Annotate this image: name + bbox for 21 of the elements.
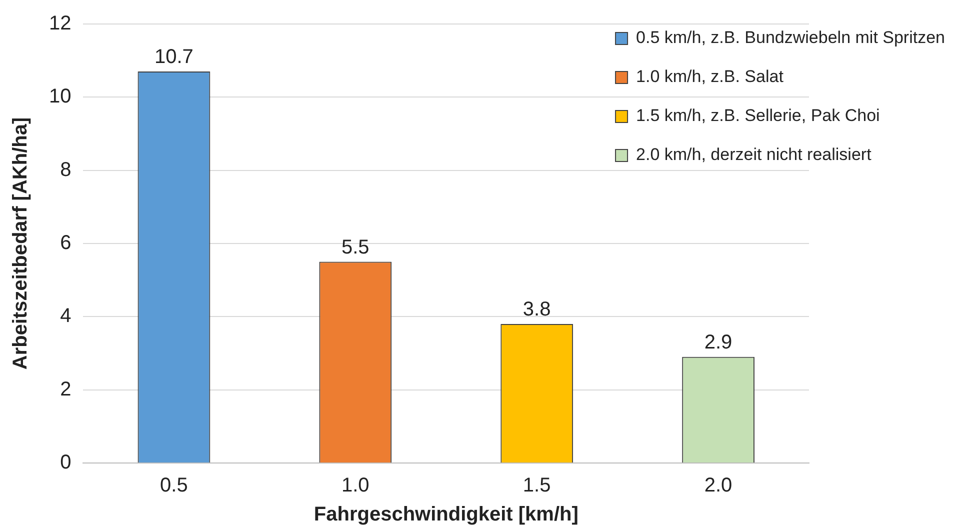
- x-tick-label: 1.0: [342, 474, 370, 497]
- x-tick-label: 1.5: [522, 474, 551, 497]
- data-label: 2.9: [704, 331, 732, 354]
- legend-label: 1.0 km/h, z.B. Salat: [636, 67, 784, 86]
- x-tick-label: 0.5: [160, 474, 188, 497]
- data-label: 10.7: [154, 46, 194, 68]
- x-tick-label: 2.0: [704, 474, 732, 497]
- data-label: 5.5: [342, 236, 370, 258]
- y-tick-label: 10: [48, 86, 72, 108]
- legend-label: 0.5 km/h, z.B. Bundzwiebeln mit Spritzen: [636, 28, 946, 48]
- y-tick-label: 0: [60, 452, 72, 474]
- data-label: 3.8: [522, 298, 551, 320]
- y-tick-label: 6: [60, 232, 72, 254]
- legend-label: 1.5 km/h, z.B. Sellerie, Pak Choi: [636, 106, 880, 126]
- y-tick-label: 4: [60, 305, 72, 328]
- y-tick-label: 12: [48, 12, 72, 35]
- x-axis-title: Fahrgeschwindigkeit [km/h]: [314, 504, 578, 526]
- legend-label: 2.0 km/h, derzeit nicht realisiert: [636, 145, 872, 164]
- y-tick-label: 8: [60, 158, 72, 181]
- y-tick-label: 2: [60, 378, 72, 400]
- y-axis-title: Arbeitszeitbedarf [AKh/ha]: [10, 117, 32, 370]
